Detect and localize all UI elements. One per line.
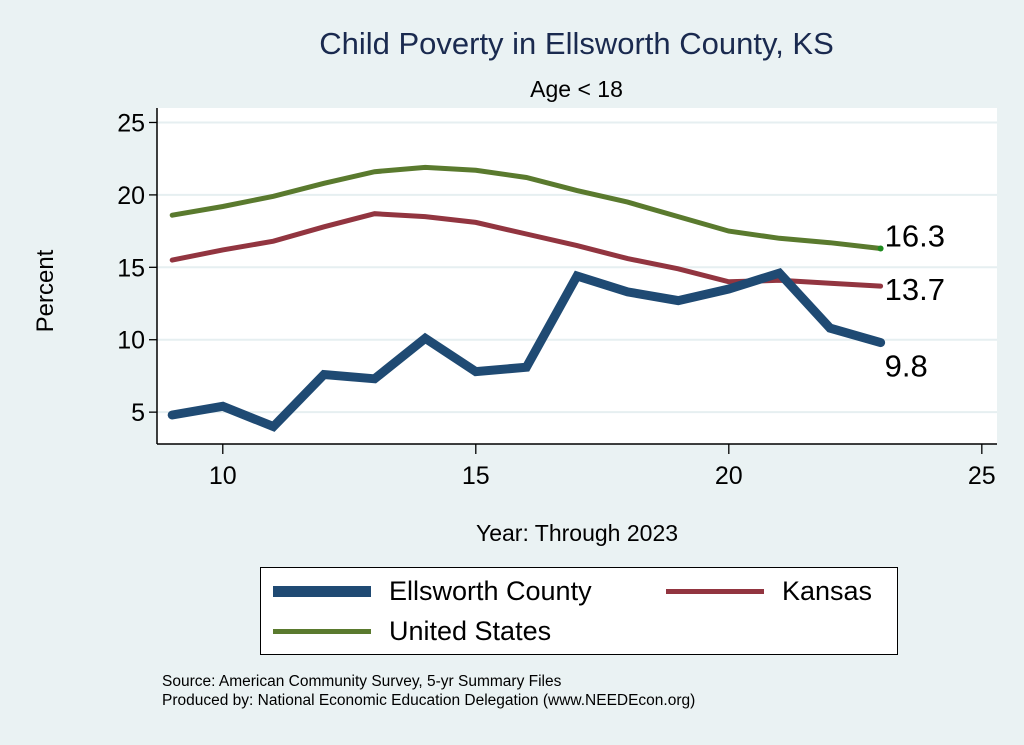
y-tick-label: 25 [117, 109, 145, 137]
legend-swatch-ellsworth [273, 586, 371, 597]
legend-item-ellsworth: Ellsworth County [273, 576, 592, 607]
legend-swatch-kansas [666, 589, 764, 594]
legend-label-kansas: Kansas [782, 576, 873, 606]
legend-label-us: United States [389, 616, 552, 646]
chart-area: 5 10 15 20 25 10 15 20 25 13.7 16.3 9.8 [117, 108, 997, 490]
legend-label-ellsworth: Ellsworth County [389, 576, 592, 606]
axes: 5 10 15 20 25 10 15 20 25 [117, 108, 997, 490]
y-tick-label: 20 [117, 182, 145, 210]
x-tick-label: 25 [968, 462, 996, 490]
chart-subtitle: Age < 18 [530, 76, 623, 102]
legend-swatch-us [273, 629, 371, 634]
series-line-ellsworth-county [167, 267, 886, 432]
chart-title: Child Poverty in Ellsworth County, KS [319, 26, 834, 61]
x-axis-label: Year: Through 2023 [475, 520, 679, 546]
legend-item-kansas: Kansas [666, 576, 872, 607]
gridlines [157, 121, 997, 414]
end-label-kansas: 13.7 [885, 272, 945, 307]
y-tick-label: 10 [117, 327, 145, 355]
producer-line: Produced by: National Economic Education… [162, 692, 696, 709]
x-tick-label: 10 [209, 462, 237, 490]
end-label-united-states: 16.3 [885, 218, 945, 253]
x-tick-label: 15 [462, 462, 490, 490]
series-line-united-states [169, 164, 884, 251]
source-note: Source: American Community Survey, 5-yr … [162, 672, 695, 710]
end-marker-us [877, 245, 884, 252]
legend: Ellsworth County Kansas United States [260, 567, 898, 655]
series-lines [167, 164, 886, 432]
y-tick-label: 15 [117, 254, 145, 282]
y-tick-label: 5 [131, 399, 145, 427]
end-labels: 13.7 16.3 9.8 [877, 218, 945, 384]
source-line: Source: American Community Survey, 5-yr … [162, 673, 562, 690]
x-tick-label: 20 [715, 462, 743, 490]
legend-item-us: United States [273, 616, 551, 647]
end-label-ellsworth-county: 9.8 [885, 349, 928, 384]
